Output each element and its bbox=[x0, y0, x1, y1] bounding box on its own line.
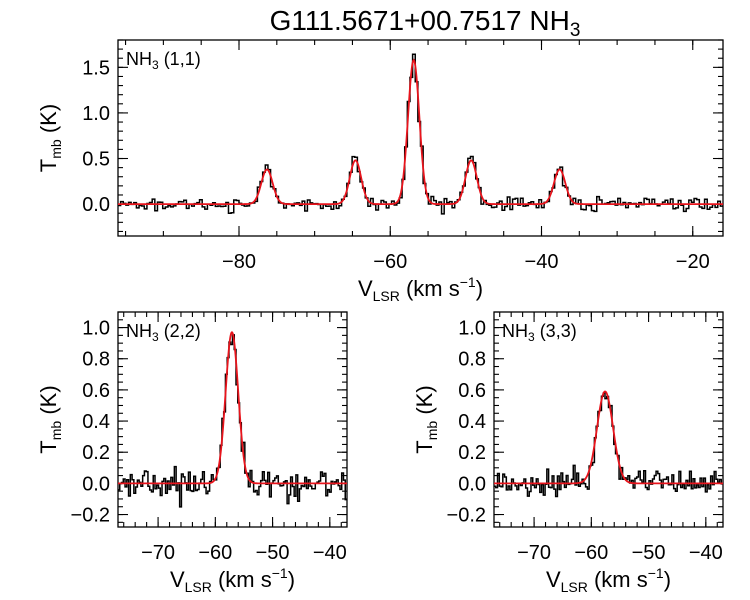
y-tick-label: 0.2 bbox=[458, 442, 486, 464]
x-axis-label-sup: −1 bbox=[648, 565, 664, 581]
panel-label-sub: 3 bbox=[152, 330, 159, 344]
panel-label-rest: (1,1) bbox=[159, 49, 201, 69]
y-tick-label: −0.2 bbox=[447, 505, 486, 527]
x-tick-label: −40 bbox=[525, 251, 559, 273]
panels-group: −80 −60 −40 −200.00.51.01.5 NH3 (1,1)VLSR (k… bbox=[36, 39, 724, 595]
x-tick-label: −80 bbox=[222, 251, 256, 273]
x-tick-label: −20 bbox=[676, 251, 710, 273]
x-tick-label: −60 bbox=[198, 542, 232, 564]
fit-curve bbox=[494, 390, 723, 485]
y-axis-label: Tmb (K) bbox=[412, 385, 440, 453]
y-axis-label-main: T bbox=[36, 440, 61, 453]
panel-33: −70 −60 −50 −40 −0.2 0.0 0.2 0.4 0.6 0.8 1.0 NH3 (3… bbox=[412, 311, 724, 595]
y-axis-label: Tmb (K) bbox=[36, 385, 64, 453]
x-axis-label-sub: LSR bbox=[561, 579, 588, 595]
panel-22: −70 −60 −50 −40 −0.2 0.0 0.2 0.4 0.6 0.8 1.0 NH3 (2… bbox=[36, 311, 348, 595]
x-axis-label: VLSR (km s−1) bbox=[358, 274, 483, 304]
observed-spectrum bbox=[118, 334, 347, 508]
panel-label: NH3 (1,1) bbox=[126, 49, 201, 72]
y-axis-label-rest: (K) bbox=[412, 385, 437, 420]
y-tick-label: 0.4 bbox=[82, 411, 110, 433]
x-tick-label: −60 bbox=[373, 251, 407, 273]
panel-label-main: NH bbox=[126, 49, 152, 69]
x-tick-label: −70 bbox=[141, 542, 175, 564]
y-tick-label: 0.2 bbox=[82, 442, 110, 464]
x-tick-label: −70 bbox=[517, 542, 551, 564]
x-axis-label-sub: LSR bbox=[185, 579, 212, 595]
plot-frame bbox=[117, 39, 724, 237]
panel-hfs-11: −80 −60 −40 −20 0.0 0.5 1.0 1.5 NH3 (1,1) VLSR (k… bbox=[36, 39, 724, 304]
x-axis-label-sup: −1 bbox=[272, 565, 288, 581]
panel-label: NH3 (2,2) bbox=[126, 321, 201, 344]
y-tick-label: 0.0 bbox=[82, 194, 110, 216]
plot-frame bbox=[493, 311, 724, 528]
x-tick-label: −50 bbox=[632, 542, 666, 564]
y-axis-label-main: T bbox=[412, 440, 437, 453]
x-axis-label: VLSR (km s−1) bbox=[546, 565, 671, 595]
x-tick-label: −40 bbox=[689, 542, 723, 564]
x-tick-label: −60 bbox=[574, 542, 608, 564]
x-axis-label-rest: (km s bbox=[588, 567, 648, 592]
y-tick-label: 1.0 bbox=[82, 318, 110, 340]
figure-title: G111.5671+00.7517 NH3 bbox=[270, 5, 581, 41]
x-axis-label-end: ) bbox=[476, 276, 483, 301]
observed-spectrum bbox=[494, 392, 723, 498]
plot-frame bbox=[117, 311, 348, 528]
y-tick-label: 1.0 bbox=[458, 318, 486, 340]
x-axis-label-main: V bbox=[358, 276, 373, 301]
y-tick-label: 0.4 bbox=[458, 411, 486, 433]
y-tick-label: 0.6 bbox=[458, 380, 486, 402]
y-tick-label: 0.5 bbox=[82, 149, 110, 171]
y-axis-label-sub: mb bbox=[424, 421, 440, 441]
panel-label-rest: (3,3) bbox=[535, 321, 577, 341]
x-axis-label-end: ) bbox=[288, 567, 295, 592]
panel-label-rest: (2,2) bbox=[159, 321, 201, 341]
y-axis-label-main: T bbox=[36, 159, 61, 172]
y-tick-label: 1.5 bbox=[82, 57, 110, 79]
x-axis-label: VLSR (km s−1) bbox=[170, 565, 295, 595]
fit-curve bbox=[118, 58, 723, 205]
y-tick-label: 0.8 bbox=[82, 349, 110, 371]
x-axis-label-sub: LSR bbox=[373, 288, 400, 304]
x-tick-label: −50 bbox=[256, 542, 290, 564]
y-axis-label-rest: (K) bbox=[36, 104, 61, 139]
figure-title-sub: 3 bbox=[570, 20, 581, 41]
y-axis-label-sub: mb bbox=[48, 139, 64, 159]
panel-label-sub: 3 bbox=[152, 58, 159, 72]
y-axis-label: Tmb (K) bbox=[36, 104, 64, 172]
panel-label-main: NH bbox=[502, 321, 528, 341]
y-axis-label-rest: (K) bbox=[36, 385, 61, 420]
y-tick-label: 0.6 bbox=[82, 380, 110, 402]
x-axis-label-sup: −1 bbox=[460, 274, 476, 290]
y-axis-label-sub: mb bbox=[48, 421, 64, 441]
x-tick-label: −40 bbox=[313, 542, 347, 564]
fit-curve bbox=[118, 331, 347, 485]
y-tick-label: 1.0 bbox=[82, 103, 110, 125]
y-tick-label: 0.8 bbox=[458, 349, 486, 371]
x-axis-label-end: ) bbox=[664, 567, 671, 592]
panel-label: NH3 (3,3) bbox=[502, 321, 577, 344]
x-axis-label-rest: (km s bbox=[400, 276, 460, 301]
y-tick-label: −0.2 bbox=[71, 505, 110, 527]
panel-label-main: NH bbox=[126, 321, 152, 341]
x-axis-label-main: V bbox=[546, 567, 561, 592]
panel-label-sub: 3 bbox=[528, 330, 535, 344]
y-tick-label: 0.0 bbox=[458, 473, 486, 495]
y-tick-label: 0.0 bbox=[82, 473, 110, 495]
x-axis-label-main: V bbox=[170, 567, 185, 592]
x-axis-label-rest: (km s bbox=[212, 567, 272, 592]
figure-title-main: G111.5671+00.7517 NH bbox=[270, 5, 570, 36]
